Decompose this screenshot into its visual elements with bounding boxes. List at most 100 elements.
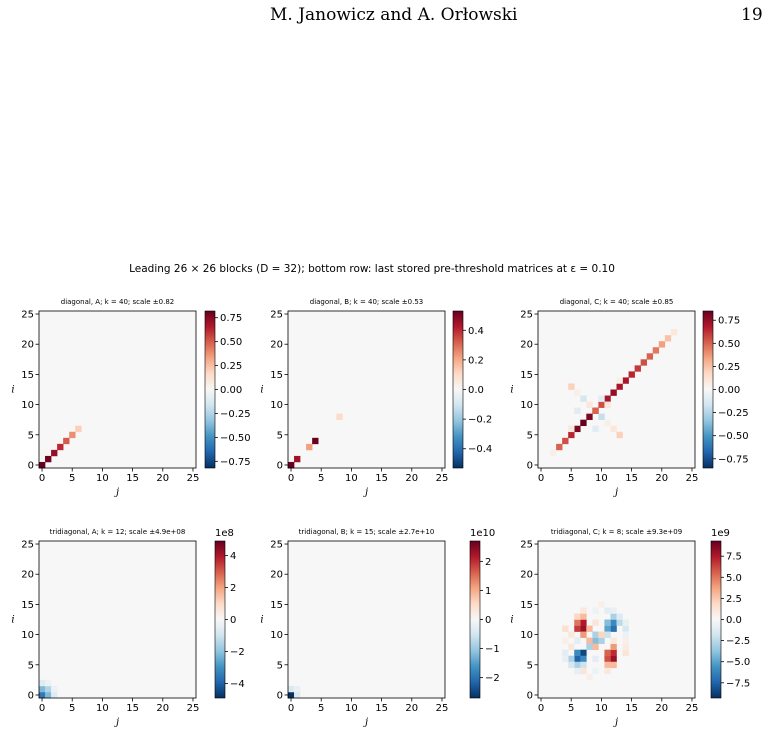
heatmap-cell — [562, 655, 569, 663]
heatmap-cell — [598, 637, 605, 644]
x-tick-label: 10 — [96, 703, 109, 714]
colorbar — [204, 310, 216, 469]
heatmap-cell — [616, 613, 623, 620]
colorbar-tick-label: −5.0 — [726, 657, 750, 668]
heatmap-cell — [39, 691, 46, 699]
heatmap-cell — [622, 377, 629, 384]
heatmap-cell — [610, 607, 617, 614]
heatmap-cell — [670, 329, 678, 336]
heatmap-cell — [628, 371, 635, 378]
heatmap-cell — [574, 649, 581, 657]
colorbar-tick-label: 0.0 — [726, 615, 742, 626]
y-tick-label: 20 — [520, 570, 533, 581]
heatmap-cell — [604, 419, 611, 427]
colorbar-tick-label: −4 — [230, 679, 245, 690]
colorbar-tick-label: 0.50 — [718, 339, 740, 350]
chart-panel-2: 0 5 10 15 20 25 0 5 10 15 20 25 j i diagonal, B; k = 4… — [260, 298, 492, 498]
colorbar — [469, 540, 481, 699]
heatmap-cell — [39, 685, 46, 693]
panel-title: diagonal, C; k = 40; scale ±0.85 — [560, 298, 674, 306]
y-tick-label: 5 — [277, 660, 283, 671]
x-axis-label: j — [363, 487, 368, 498]
y-tick-label: 15 — [270, 370, 283, 381]
figure-suptitle: Leading 26 × 26 blocks (D = 32); bottom … — [129, 263, 615, 275]
heatmap-cell — [574, 667, 581, 675]
heatmap-cell — [574, 407, 581, 414]
heatmap-cell — [580, 631, 587, 638]
y-axis-label: i — [260, 385, 263, 396]
heatmap-cell — [75, 425, 82, 433]
x-tick-label: 20 — [156, 473, 169, 484]
heatmap-cell — [610, 389, 617, 396]
heatmap-cell — [622, 643, 629, 650]
heatmap-cell — [604, 619, 611, 626]
colorbar-tick-label: 2 — [230, 583, 236, 594]
heatmap-cell — [568, 631, 575, 638]
heatmap-cell — [592, 637, 599, 644]
x-tick-label: 10 — [345, 703, 358, 714]
colorbar-tick-label: −0.25 — [718, 408, 749, 419]
x-tick-label: 0 — [288, 703, 294, 714]
heatmap-cell — [598, 413, 605, 420]
heatmap-cell — [294, 691, 301, 699]
y-tick-label: 25 — [21, 310, 34, 321]
heatmap-cell — [550, 449, 557, 457]
x-tick-label: 0 — [538, 703, 544, 714]
heatmap-cell — [592, 619, 599, 626]
y-tick-label: 10 — [21, 400, 34, 411]
heatmap-cell — [69, 431, 76, 439]
colorbar-tick-label: 2 — [485, 557, 491, 568]
heatmap-cell — [580, 607, 587, 614]
heatmap-cell — [312, 437, 319, 445]
x-tick-label: 10 — [345, 473, 358, 484]
heatmap-cell — [652, 347, 660, 354]
colorbar-tick-label: −2 — [485, 673, 500, 684]
colorbar-tick-label: 0.50 — [220, 337, 242, 348]
heatmap-cell — [51, 691, 58, 699]
y-axis-label: i — [260, 615, 263, 626]
heatmap-cell — [580, 419, 587, 427]
y-tick-label: 25 — [270, 310, 283, 321]
y-tick-label: 20 — [270, 340, 283, 351]
y-axis-label: i — [11, 385, 14, 396]
y-axis-label: i — [510, 615, 513, 626]
colorbar-tick-label: 0.75 — [220, 313, 242, 324]
x-tick-label: 20 — [156, 703, 169, 714]
axes-frame — [287, 310, 446, 469]
axes-frame — [287, 540, 446, 699]
y-tick-label: 5 — [28, 430, 34, 441]
panel-title: tridiagonal, B; k = 15; scale ±2.7e+10 — [299, 528, 435, 536]
heatmap-cell — [568, 425, 575, 433]
heatmap-cell — [664, 335, 672, 342]
colorbar — [710, 540, 722, 699]
y-tick-label: 15 — [21, 600, 34, 611]
colorbar — [702, 310, 714, 469]
heatmap-cell — [604, 395, 611, 402]
heatmap-cell — [592, 631, 599, 638]
y-tick-label: 5 — [277, 430, 283, 441]
heatmap-cell — [556, 443, 563, 451]
x-tick-label: 5 — [568, 473, 574, 484]
page-number: 19 — [741, 5, 763, 25]
heatmap-cell — [604, 625, 611, 632]
heatmap-cell — [574, 619, 581, 626]
heatmap-cell — [580, 661, 587, 669]
x-axis-label: j — [114, 717, 119, 728]
colorbar-tick-label: 0 — [230, 615, 236, 626]
colorbar-tick-label: 1 — [485, 586, 491, 597]
heatmap-cell — [39, 679, 46, 687]
heatmap-cell — [592, 407, 599, 414]
heatmap-cell — [604, 667, 611, 675]
colorbar-tick-label: 0.00 — [718, 385, 740, 396]
heatmap-cell — [288, 691, 295, 699]
heatmap-cell — [586, 413, 593, 420]
x-tick-label: 15 — [126, 703, 139, 714]
colorbar-tick-label: −1 — [485, 644, 500, 655]
axes-frame — [537, 540, 696, 699]
colorbar-tick-label: −0.25 — [220, 409, 251, 420]
y-tick-label: 20 — [21, 570, 34, 581]
heatmap-cell — [568, 655, 575, 663]
colorbar-tick-label: 0.25 — [718, 362, 740, 373]
